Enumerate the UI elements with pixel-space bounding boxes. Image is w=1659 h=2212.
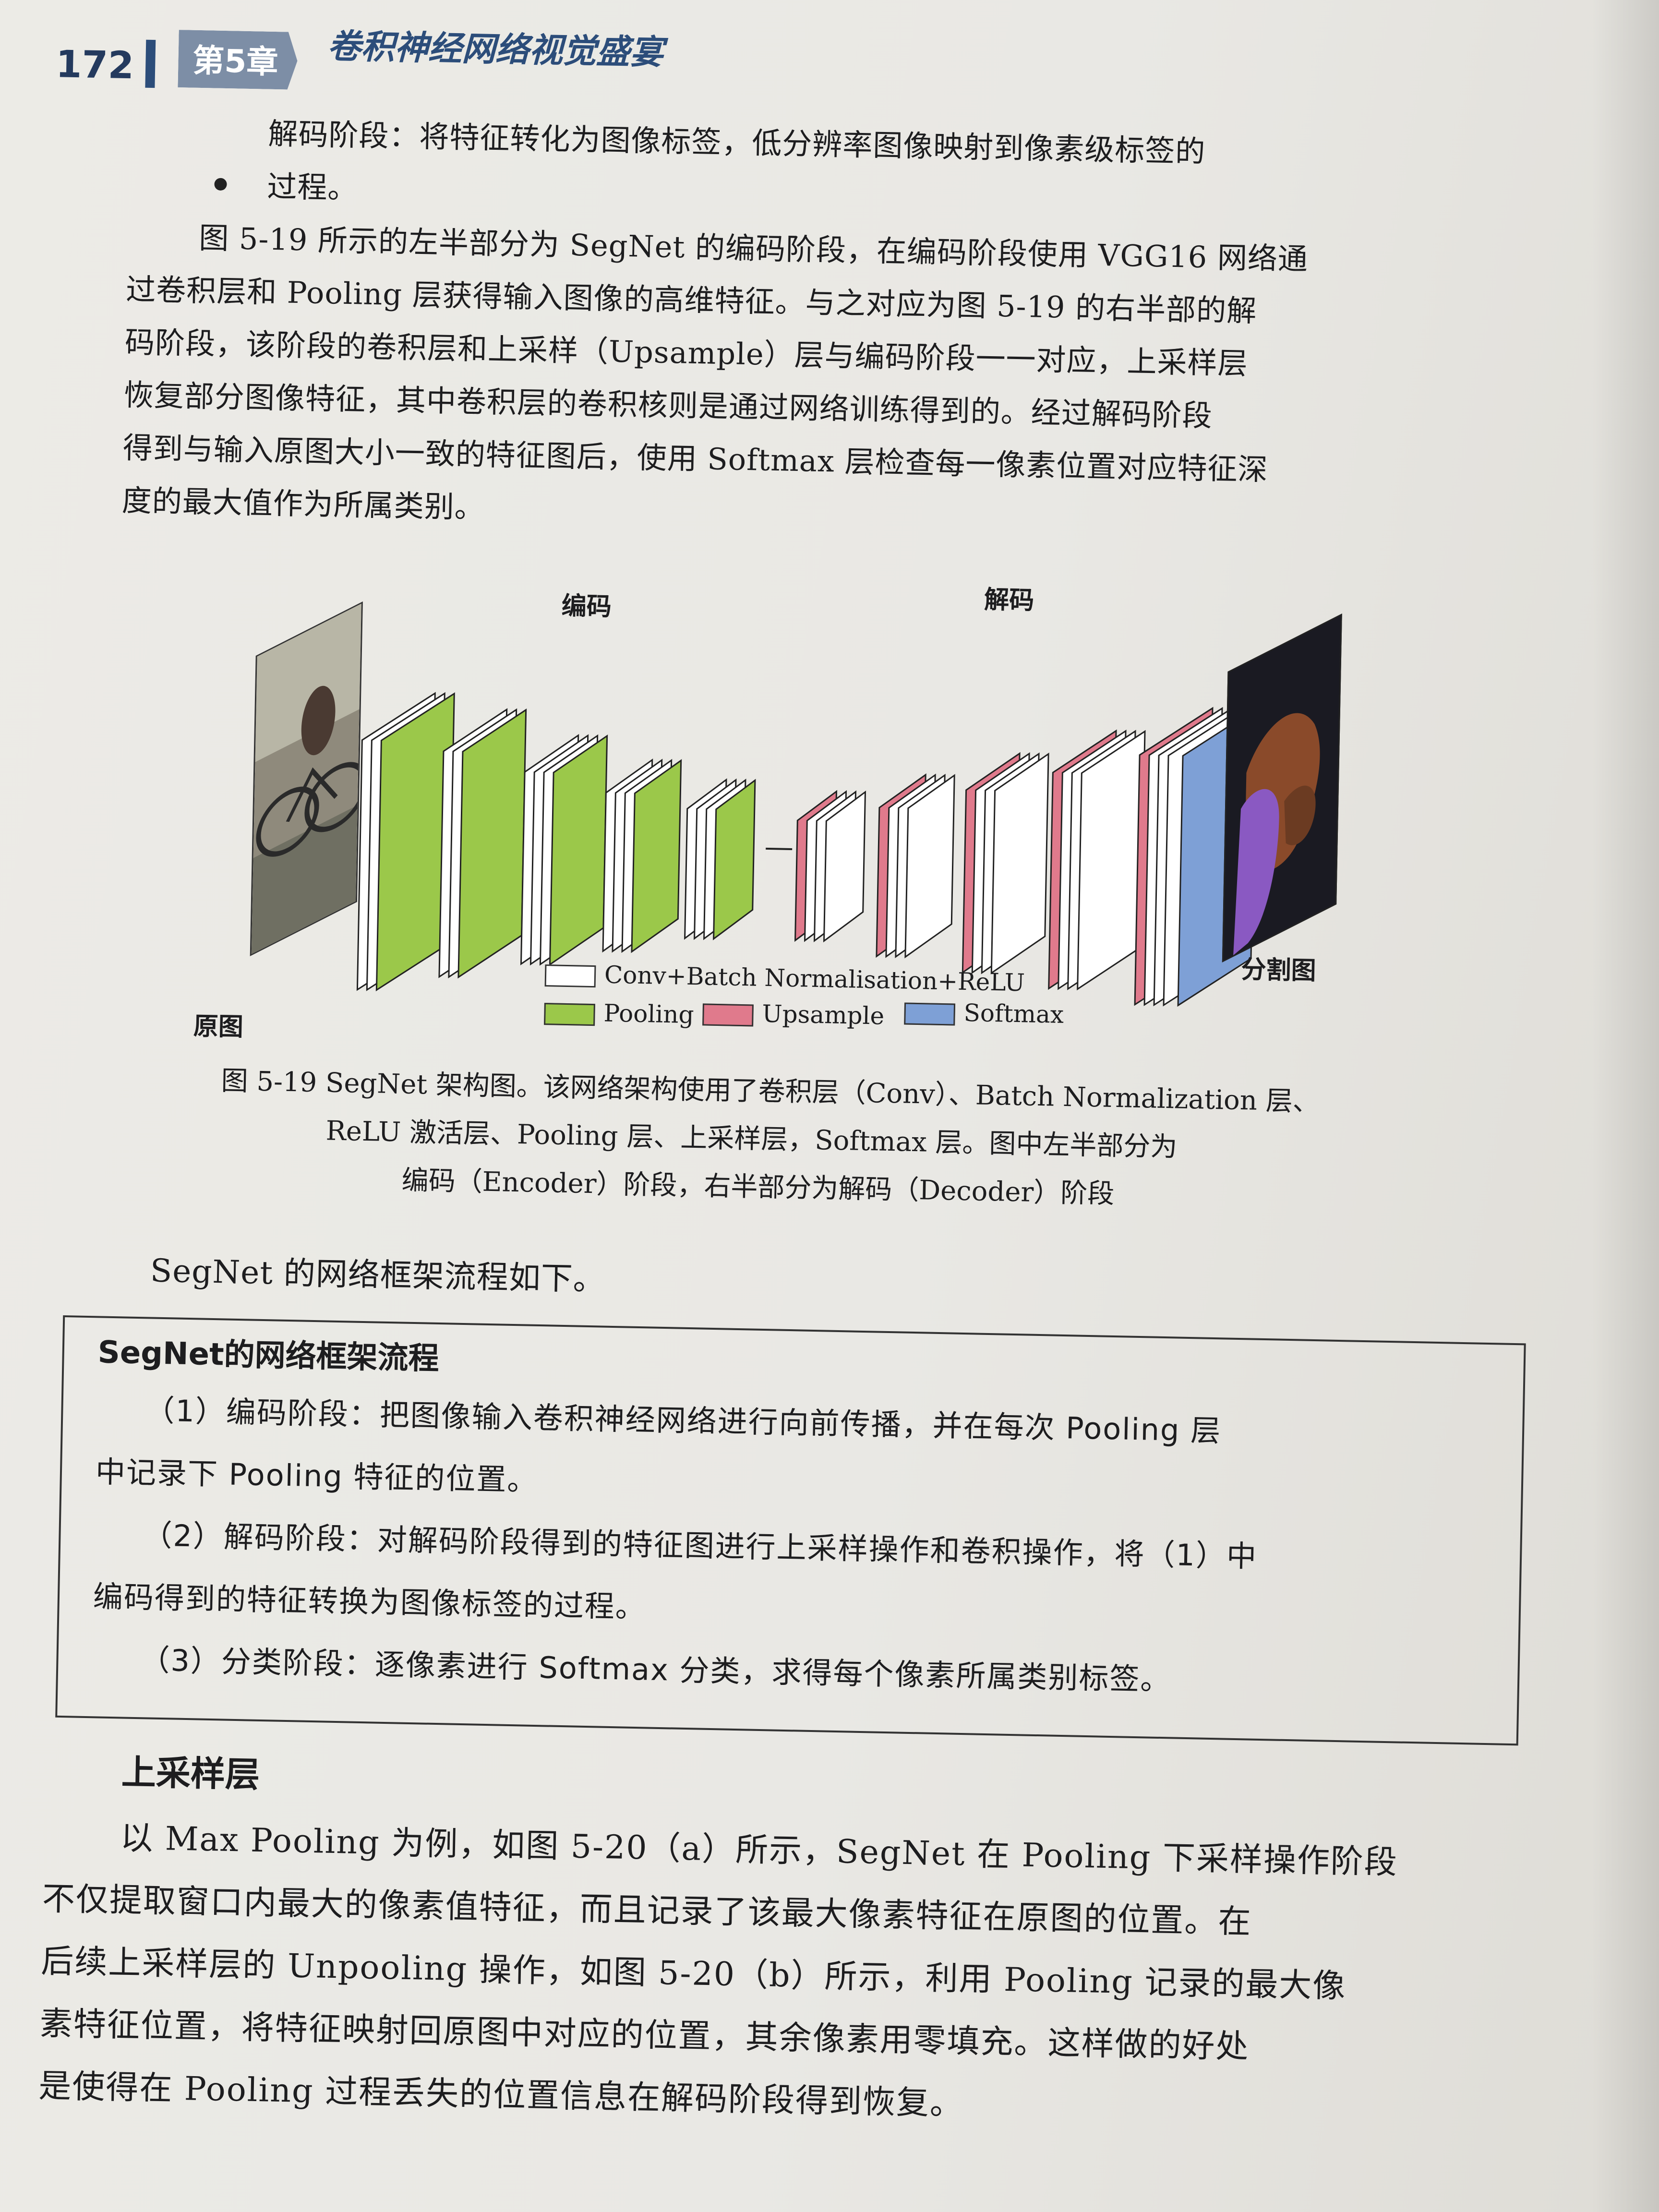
flow-box-title: SegNet的网络框架流程 xyxy=(97,1334,440,1377)
pooling-layer xyxy=(631,759,682,953)
body-line: 不仅提取窗口内最大的像素值特征，而且记录了该最大像素特征在原图的位置。在 xyxy=(42,1880,1252,1941)
body-line: 是使得在 Pooling 过程丢失的位置信息在解码阶段得到恢复。 xyxy=(38,2067,964,2123)
segmentation-output xyxy=(1222,613,1342,962)
chapter-title: 卷积神经网络视觉盛宴 xyxy=(327,26,664,72)
conv-layer xyxy=(823,790,866,943)
section-heading: 上采样层 xyxy=(121,1752,260,1795)
legend-pooling: Pooling xyxy=(544,998,694,1029)
segmentation-graphic xyxy=(1223,615,1341,961)
pooling-layer xyxy=(713,779,756,940)
segnet-flow-box: SegNet的网络框架流程 （1）编码阶段：把图像输入卷积神经网络进行向前传播，… xyxy=(55,1315,1526,1746)
legend-softmax: Softmax xyxy=(904,998,1064,1029)
conv-layer xyxy=(990,752,1049,974)
legend-upsample-label: Upsample xyxy=(762,999,885,1030)
bullet-dot xyxy=(214,178,227,191)
input-image xyxy=(250,601,363,957)
legend-pooling-swatch xyxy=(544,1003,595,1026)
pooling-layer xyxy=(549,734,608,966)
legend-pooling-label: Pooling xyxy=(603,999,695,1029)
figure-caption-line: ReLU 激活层、Pooling 层、上采样层，Softmax 层。图中左半部分… xyxy=(325,1115,1178,1163)
legend-softmax-swatch xyxy=(904,1002,956,1026)
decoder-label: 解码 xyxy=(984,585,1034,615)
legend-softmax-label: Softmax xyxy=(963,998,1064,1029)
intro-line: 码阶段，该阶段的卷积层和上采样（Upsample）层与编码阶段一一对应，上采样层 xyxy=(124,325,1249,381)
intro-line: 得到与输入原图大小一致的特征图后，使用 Softmax 层检查每一像素位置对应特… xyxy=(122,430,1269,487)
page-number: 172 xyxy=(55,43,134,88)
input-photo-graphic xyxy=(251,603,363,954)
figure-caption-line: 编码（Encoder）阶段，右半部分为解码（Decoder）阶段 xyxy=(401,1165,1115,1210)
body-line: 后续上采样层的 Unpooling 操作，如图 5-20（b）所示，利用 Poo… xyxy=(40,1942,1347,2006)
intro-line: 过程。 xyxy=(266,168,359,206)
legend-upsample-swatch xyxy=(702,1003,754,1027)
input-label: 原图 xyxy=(193,1012,244,1042)
intro-line: 解码阶段：将特征转化为图像标签，低分辨率图像映射到像素级标签的 xyxy=(267,116,1206,169)
intro-line: 过卷积层和 Pooling 层获得输入图像的高维特征。与之对应为图 5-19 的… xyxy=(125,272,1257,329)
flow-box-line: （2）解码阶段：对解码阶段得到的特征图进行上采样操作和卷积操作，将（1）中 xyxy=(142,1517,1258,1574)
flow-box-line: （3）分类阶段：逐像素进行 Softmax 分类，求得每个像素所属类别标签。 xyxy=(139,1642,1172,1697)
network-blocks xyxy=(356,692,1257,1007)
output-label: 分割图 xyxy=(1240,955,1317,986)
body-line: 以 Max Pooling 为例，如图 5-20（a）所示，SegNet 在 P… xyxy=(120,1819,1398,1882)
intro-line: 恢复部分图像特征，其中卷积层的卷积核则是通过网络训练得到的。经过解码阶段 xyxy=(123,377,1213,433)
conv-layer xyxy=(1077,730,1146,991)
conv-layer xyxy=(904,774,955,959)
flow-box-line: 编码得到的特征转换为图像标签的过程。 xyxy=(93,1579,647,1625)
flow-box-line: （1）编码阶段：把图像输入卷积神经网络进行向前传播，并在每次 Pooling 层 xyxy=(144,1393,1222,1449)
legend-conv-swatch xyxy=(544,964,596,988)
chapter-tag: 第5章 xyxy=(178,30,298,90)
page-edge-shadow xyxy=(1592,0,1659,2212)
intro-line: 图 5-19 所示的左半部分为 SegNet 的编码阶段，在编码阶段使用 VGG… xyxy=(198,220,1309,277)
pooling-layer xyxy=(457,708,527,979)
body-line: 素特征位置，将特征映射回原图中对应的位置，其余像素用零填充。这样做的好处 xyxy=(39,2005,1250,2066)
legend-upsample: Upsample xyxy=(702,998,885,1030)
segnet-architecture-figure: 编码 解码 xyxy=(193,565,1402,1067)
intro-line: 度的最大值作为所属类别。 xyxy=(121,483,485,525)
header-divider xyxy=(145,39,156,88)
flow-box-line: 中记录下 Pooling 特征的位置。 xyxy=(95,1454,539,1498)
flow-intro: SegNet 的网络框架流程如下。 xyxy=(150,1252,606,1298)
